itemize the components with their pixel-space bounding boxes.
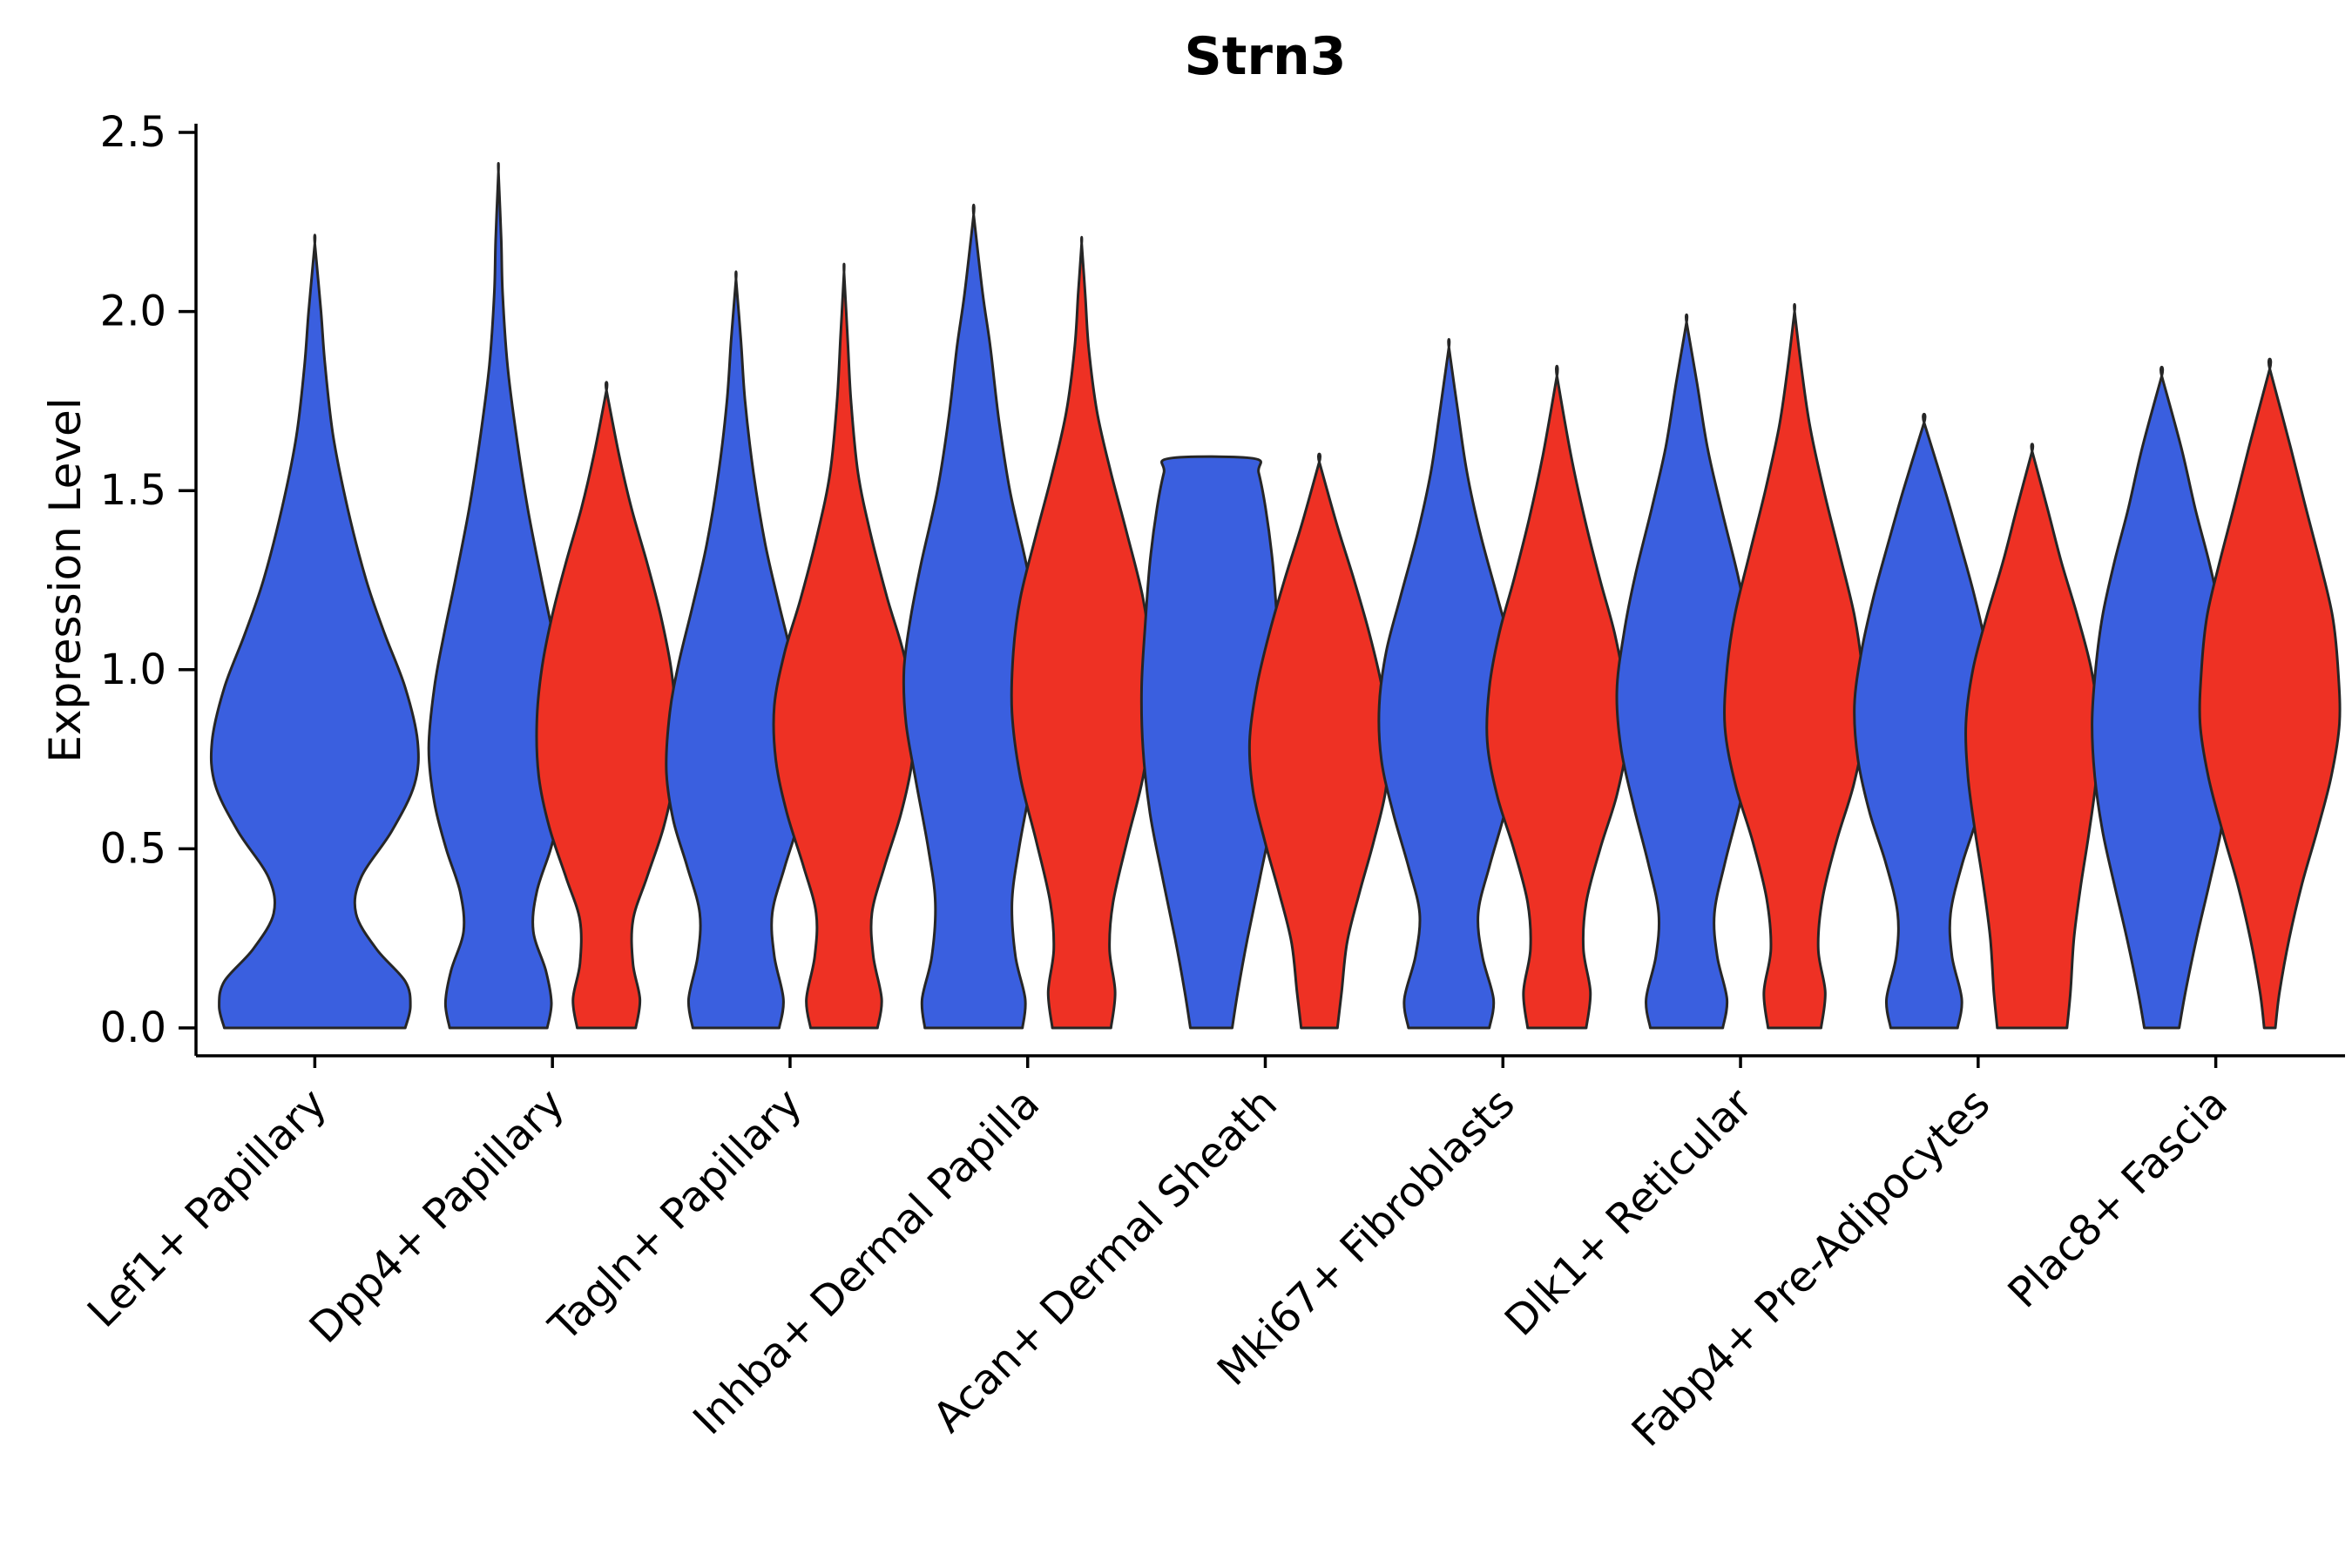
violin-inhba-dermal-papilla-red (1010, 235, 1153, 1030)
x-tick-label-plac8-fascia: Plac8+ Fascia (1999, 1079, 2238, 1318)
x-tick-label-lef1-papillary: Lef1+ Papillary (78, 1079, 336, 1337)
violin-fabp4-pre-adipocytes-blue (1853, 412, 1996, 1030)
y-axis-label: Expression Level (40, 397, 91, 763)
y-tick-label: 0.0 (100, 1004, 166, 1052)
x-tick-label-dpp4-papillary: Dpp4+ Papillary (301, 1079, 574, 1353)
violin-fabp4-pre-adipocytes-red (1964, 443, 2100, 1030)
violin-dlk1-reticular-blue (1615, 313, 1758, 1030)
violin-dpp4-papillary-red (535, 381, 678, 1030)
y-tick-label: 1.5 (100, 466, 166, 515)
violin-lef1-papillary-blue (209, 233, 420, 1030)
y-tick-label: 1.0 (100, 645, 166, 694)
y-tick-label: 0.5 (100, 824, 166, 873)
x-tick-label-dlk1-reticular: Dlk1+ Reticular (1496, 1079, 1762, 1346)
violin-plac8-fascia-red (2198, 357, 2342, 1030)
violin-acan-dermal-sheath-red (1247, 452, 1391, 1030)
chart-title: Strn3 (1184, 26, 1347, 87)
violin-mki67-fibroblasts-blue (1377, 337, 1521, 1030)
violin-mki67-fibroblasts-red (1485, 364, 1629, 1030)
violin-dpp4-papillary-blue (427, 161, 570, 1030)
y-tick-label: 2.0 (100, 287, 166, 336)
x-tick-label-tagln-papillary: Tagln+ Papillary (539, 1079, 811, 1351)
violin-tagln-papillary-red (772, 262, 916, 1030)
y-tick-label: 2.5 (100, 108, 166, 157)
violin-dlk1-reticular-red (1723, 302, 1867, 1030)
